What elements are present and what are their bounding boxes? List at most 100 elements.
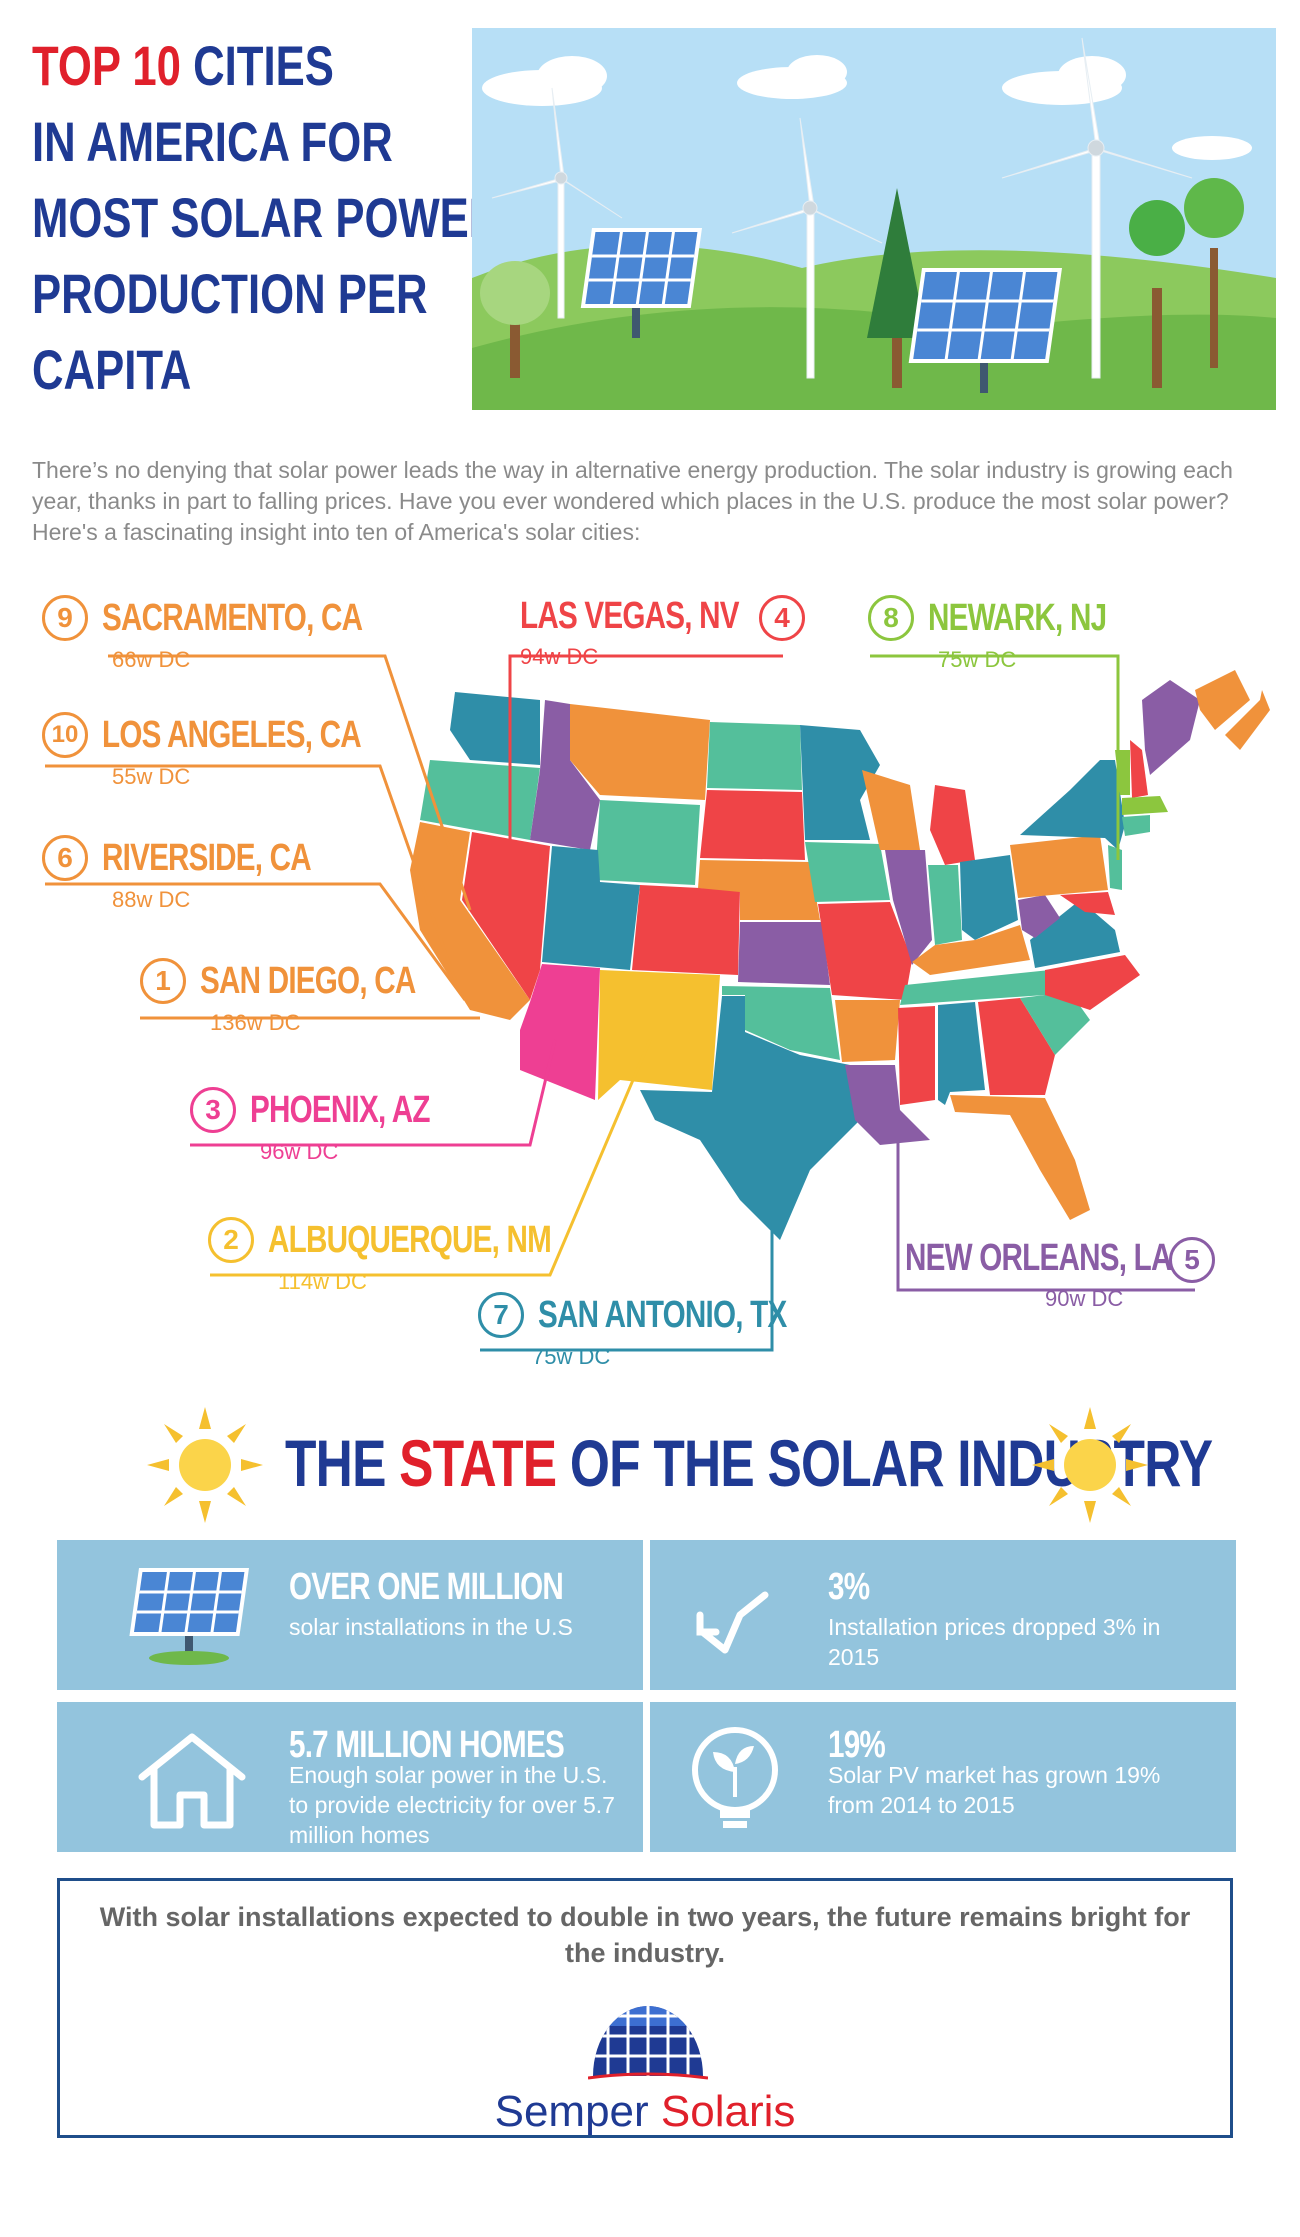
state-wisconsin [862,770,920,850]
state-virginia [1030,900,1120,968]
intro-text: There’s no denying that solar power lead… [32,457,1233,545]
state-texas [640,996,860,1240]
stat-installations: OVER ONE MILLION solar installations in … [57,1540,643,1690]
stat-head: OVER ONE MILLION [289,1566,564,1608]
stat-head: 5.7 MILLION HOMES [289,1724,565,1766]
state-maine [1142,680,1200,775]
state-new-hampshire [1130,740,1148,798]
city-los-angeles: 10 LOS ANGELES, CA 55w DC [42,712,434,790]
title-line-2: IN AMERICA FOR [32,110,393,173]
city-value: 88w DC [112,887,191,912]
stat-price-drop: 3% Installation prices dropped 3% in 201… [650,1540,1236,1690]
leader-las-vegas [508,654,783,960]
state-michigan [930,785,975,865]
leader-new-orleans [896,1130,1195,1292]
city-name: NEWARK, NJ [928,596,1107,639]
state-indiana [928,865,962,945]
state-nebraska [698,860,820,920]
city-san-antonio: 7 SAN ANTONIO, TX 75w DC [478,1292,857,1370]
leader-los-angeles [45,764,457,981]
semper-solaris-logo-icon [588,2006,708,2080]
state-california [410,822,530,1020]
rank-badge: 10 [42,712,88,758]
footer-message: With solar installations expected to dou… [99,1902,1191,1968]
rank-badge: 2 [208,1217,254,1263]
sun-icon [1032,1407,1148,1523]
stat-desc: Solar PV market has grown 19% from 2014 … [828,1762,1161,1818]
state-colorado [632,885,740,975]
state-south-carolina [1020,992,1090,1055]
leader-san-antonio [480,1100,774,1352]
stat-desc: Installation prices dropped 3% in 2015 [828,1614,1161,1670]
city-value: 75w DC [938,647,1017,672]
rank-badge: 4 [759,595,805,641]
state-illinois [885,850,932,965]
leader-lines [45,654,1195,1352]
stat-desc: solar installations in the U.S [289,1614,573,1640]
state-arizona [520,964,600,1100]
title-rest-part: CITIES [180,34,334,97]
city-phoenix: 3 PHOENIX, AZ 96w DC [190,1087,480,1165]
state-louisiana [845,1065,930,1145]
state-arkansas [835,1000,900,1062]
leader-phoenix [190,1039,557,1147]
state-florida [950,1095,1090,1220]
city-riverside: 6 RIVERSIDE, CA 88w DC [42,835,370,913]
solar-panel-icon [580,228,1062,393]
city-san-diego: 1 SAN DIEGO, CA 136w DC [140,958,476,1036]
state-new-brunswick [1195,670,1250,730]
state-connecticut [1122,815,1150,836]
city-name: PHOENIX, AZ [250,1088,430,1131]
state-new-york [1020,760,1125,850]
stat-head: 19% [828,1724,886,1766]
state-tennessee [900,970,1050,1005]
city-name: SACRAMENTO, CA [102,596,363,639]
city-value: 75w DC [532,1344,611,1369]
state-georgia [978,998,1055,1095]
city-value: 94w DC [520,644,599,669]
city-value: 90w DC [1045,1286,1124,1311]
state-massachusetts [1122,796,1168,815]
stat-market-growth: 19% Solar PV market has grown 19% from 2… [650,1702,1236,1852]
city-value: 96w DC [260,1139,339,1164]
title-red-part: TOP 10 [32,34,181,97]
state-south-dakota [700,790,805,860]
state-maryland [1060,892,1115,915]
title-line-5: CAPITA [32,338,192,401]
tree-icon [480,178,1244,388]
state-new-jersey [1108,845,1122,890]
state-alabama [938,1002,985,1105]
state-missouri [818,902,912,1000]
state-nova-scotia [1225,690,1270,750]
state-west-virginia [1018,895,1060,938]
rank-badge: 7 [478,1292,524,1338]
state-mississippi [898,1006,935,1105]
state-pennsylvania [1010,835,1108,898]
city-new-orleans: NEW ORLEANS, LA 5 90w DC [905,1237,1247,1312]
rank-badge: 5 [1169,1237,1215,1283]
state-wyoming [595,800,700,885]
state-north-dakota [707,722,802,790]
rank-badge: 9 [42,595,88,641]
hero-illustration [472,28,1276,410]
leader-sacramento [108,654,472,911]
leader-riverside [45,882,467,1001]
logo-wordmark: Semper Solaris [60,2087,1230,2137]
state-kentucky [912,925,1030,975]
state-minnesota [800,725,880,840]
wind-turbine-icon [491,37,1193,379]
bulb-sprout-icon [692,1727,778,1828]
city-name: SAN ANTONIO, TX [538,1293,787,1336]
stat-homes: 5.7 MILLION HOMES Enough solar power in … [57,1702,643,1852]
state-iowa [805,842,890,902]
footer-box: With solar installations expected to dou… [57,1878,1233,2138]
logo-part-semper: Semper [494,2087,661,2136]
rank-badge: 8 [868,595,914,641]
leader-albuquerque [210,1039,652,1277]
title-line-3: MOST SOLAR POWER [32,186,501,249]
solar-panel-icon [129,1568,249,1665]
city-name: NEW ORLEANS, LA [905,1237,1172,1279]
state-utah [542,846,640,970]
state-idaho [530,700,600,850]
